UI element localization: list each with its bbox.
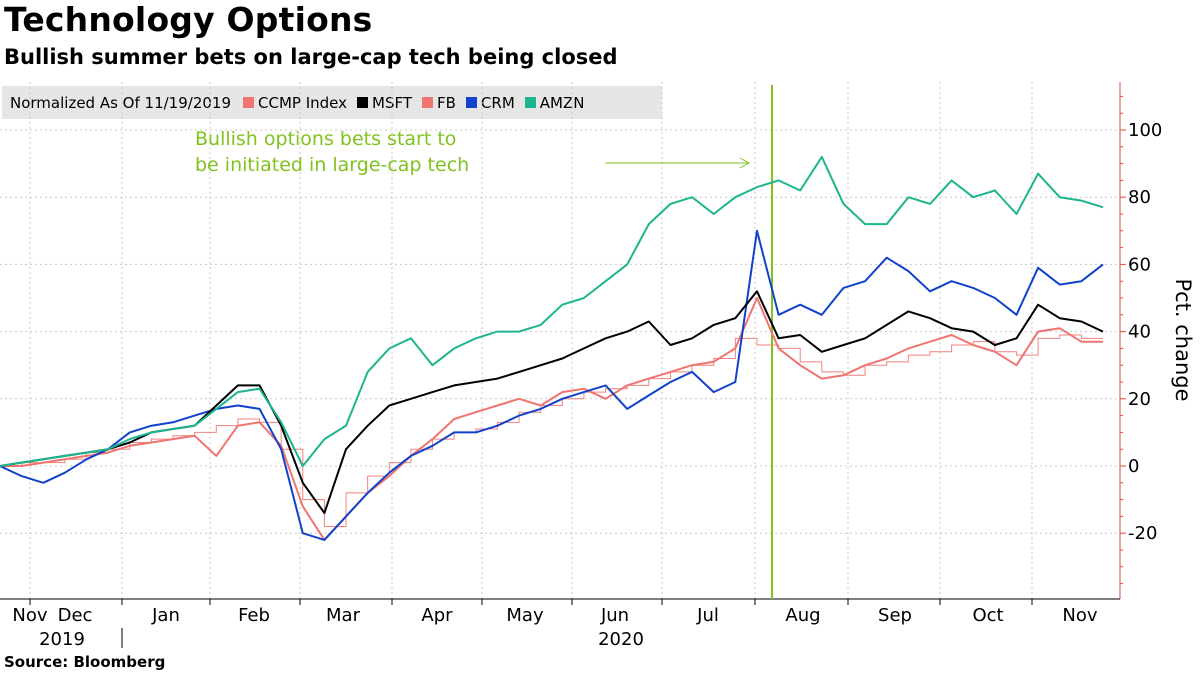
annotation-line-1: Bullish options bets start to xyxy=(195,128,457,150)
y-tick-label: 100 xyxy=(1128,120,1162,141)
legend-item-fb: FB xyxy=(422,94,456,112)
legend-item-crm: CRM xyxy=(465,93,515,112)
x-month-label: Apr xyxy=(421,605,453,626)
y-tick-label: 60 xyxy=(1128,254,1151,275)
x-month-label: Jun xyxy=(600,605,629,626)
legend-swatch-amzn xyxy=(524,97,536,108)
annotation-arrow-head xyxy=(739,157,751,169)
legend-label-fb: FB xyxy=(437,93,456,112)
chart-subtitle: Bullish summer bets on large-cap tech be… xyxy=(4,45,618,69)
legend-swatch-fb xyxy=(422,97,433,108)
series-line-amzn xyxy=(0,155,1104,467)
x-month-label: Dec xyxy=(58,605,93,626)
source-note: Source: Bloomberg xyxy=(4,653,166,671)
series-line-crm xyxy=(0,229,1104,541)
x-month-label: Nov xyxy=(1062,605,1097,626)
x-month-label: Aug xyxy=(785,605,820,626)
x-month-label: Mar xyxy=(326,605,361,626)
y-tick-label: 0 xyxy=(1128,456,1139,477)
legend-label-crm: CRM xyxy=(480,93,515,112)
x-month-label: Sep xyxy=(878,605,912,626)
legend-label-amzn: AMZN xyxy=(539,93,585,112)
series-line-ccmp-index xyxy=(0,334,1103,527)
y-tick-label: 20 xyxy=(1128,389,1151,410)
x-year-label: 2020 xyxy=(598,629,644,650)
chart-title: Technology Options xyxy=(4,0,373,39)
x-month-label: May xyxy=(506,605,544,626)
x-month-label: Feb xyxy=(238,605,270,626)
x-year-label: 2019 xyxy=(39,629,85,650)
series-line-msft xyxy=(0,290,1104,514)
annotation-text: Bullish options bets start to be initiat… xyxy=(195,126,469,178)
x-month-label: Oct xyxy=(972,605,1003,626)
legend: Normalized As Of 11/19/2019 CCMP Index M… xyxy=(2,86,662,119)
x-month-label: Nov xyxy=(12,605,47,626)
y-axis-label: Pct. change xyxy=(1171,278,1195,402)
legend-label-ccmp: CCMP Index xyxy=(258,93,347,112)
x-month-label: Jan xyxy=(151,605,180,626)
x-month-label: Jul xyxy=(696,605,719,626)
legend-swatch-ccmp xyxy=(243,97,254,108)
legend-swatch-msft xyxy=(357,97,368,108)
legend-item-amzn: AMZN xyxy=(524,93,585,112)
legend-swatch-crm xyxy=(465,97,477,108)
y-tick-label: 80 xyxy=(1128,187,1151,208)
annotation-line-2: be initiated in large-cap tech xyxy=(195,154,470,176)
legend-normalized-label: Normalized As Of 11/19/2019 xyxy=(10,93,231,112)
y-tick-label: 40 xyxy=(1128,322,1151,343)
legend-item-ccmp: CCMP Index xyxy=(243,94,347,112)
y-tick-label: -20 xyxy=(1128,523,1157,544)
series-line-fb xyxy=(0,297,1103,541)
